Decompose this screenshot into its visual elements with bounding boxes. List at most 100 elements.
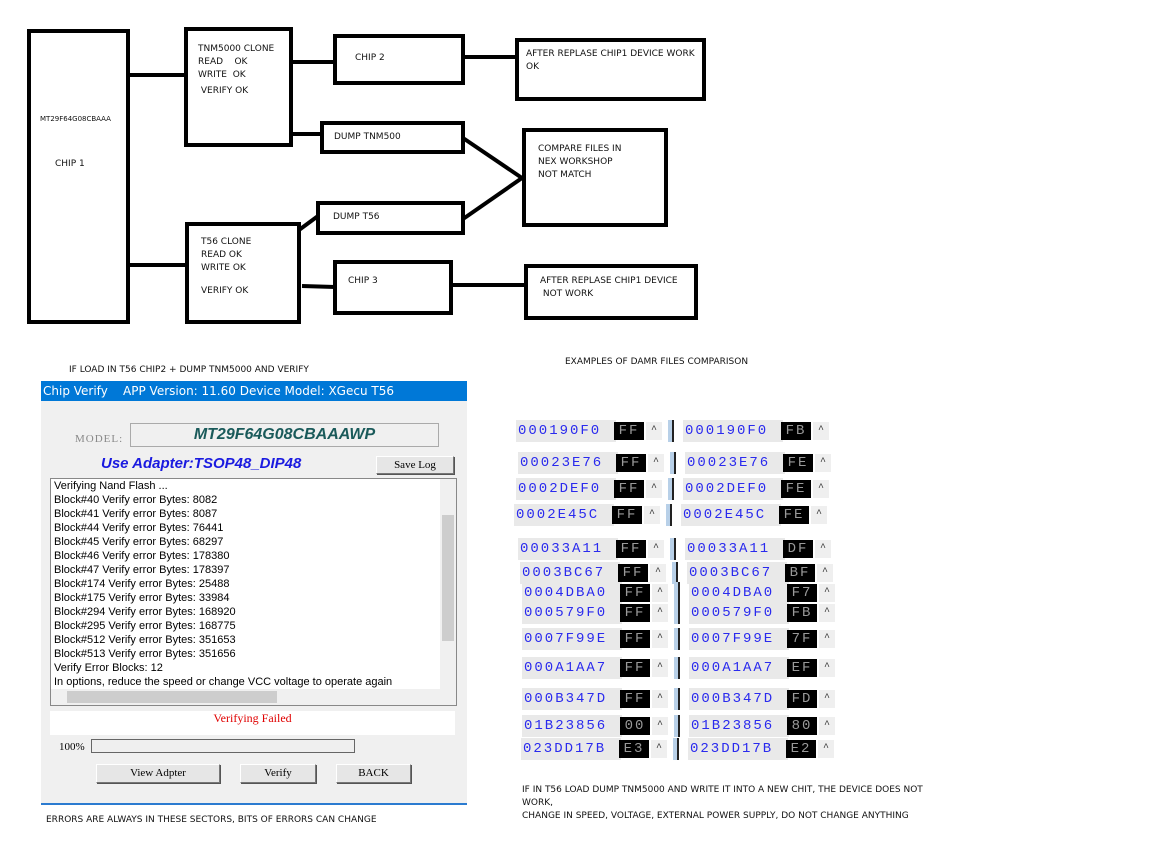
chevron-up-icon[interactable]: ^ — [648, 454, 664, 472]
chevron-up-icon[interactable]: ^ — [818, 740, 834, 758]
chip-verify-window: Chip Verify APP Version: 11.60 Device Mo… — [41, 381, 467, 805]
log-textarea[interactable]: Verifying Nand Flash ... Block#40 Verify … — [50, 478, 457, 706]
hex-value: FB — [787, 604, 817, 622]
bottom-note-1: IF IN T56 LOAD DUMP TNM5000 AND WRITE IT… — [522, 785, 923, 795]
hex-address: 000A1AA7 — [522, 657, 622, 679]
chevron-up-icon[interactable]: ^ — [652, 584, 668, 602]
hex-address: 0004DBA0 — [522, 582, 622, 604]
chevron-up-icon[interactable]: ^ — [819, 690, 835, 708]
hex-address: 01B23856 — [689, 715, 789, 737]
hex-address: 000579F0 — [689, 602, 789, 624]
log-line: Block#174 Verify error Bytes: 25488 — [54, 578, 230, 590]
save-log-button[interactable]: Save Log — [376, 456, 454, 474]
log-line: Block#46 Verify error Bytes: 178380 — [54, 550, 230, 562]
log-line: Verify Error Blocks: 12 — [54, 662, 163, 674]
chevron-up-icon[interactable]: ^ — [813, 480, 829, 498]
chevron-up-icon[interactable]: ^ — [646, 422, 662, 440]
hex-value: FF — [616, 540, 646, 558]
scroll-thumb[interactable] — [67, 691, 277, 703]
progress-percent: 100% — [59, 741, 85, 753]
hex-value: 00 — [620, 717, 650, 735]
pane-divider — [670, 538, 676, 560]
connector — [301, 284, 336, 289]
log-line: Block#41 Verify error Bytes: 8087 — [54, 508, 218, 520]
log-lines: Verifying Nand Flash ... Block#40 Verify … — [51, 479, 456, 689]
hex-address: 01B23856 — [522, 715, 622, 737]
scroll-thumb[interactable] — [442, 515, 454, 641]
view-adapter-button[interactable]: View Adpter — [96, 764, 220, 783]
log-line: In options, reduce the speed or change V… — [54, 676, 393, 688]
hex-value: BF — [785, 564, 815, 582]
hex-value: FF — [620, 604, 650, 622]
vertical-scrollbar[interactable] — [440, 479, 456, 689]
hex-value: 7F — [787, 630, 817, 648]
dump-tnm-box: DUMP TNM500 — [320, 121, 465, 154]
chevron-up-icon[interactable]: ^ — [652, 604, 668, 622]
hex-address: 000579F0 — [522, 602, 622, 624]
chip1-label: CHIP 1 — [55, 159, 85, 169]
chevron-up-icon[interactable]: ^ — [652, 630, 668, 648]
pane-divider — [666, 504, 672, 526]
log-line: Block#45 Verify error Bytes: 68297 — [54, 536, 224, 548]
hex-value: FE — [779, 506, 809, 524]
pane-divider — [674, 582, 680, 604]
chevron-up-icon[interactable]: ^ — [644, 506, 660, 524]
log-line: Block#175 Verify error Bytes: 33984 — [54, 592, 230, 604]
compare-box: COMPARE FILES IN NEX WORKSHOP NOT MATCH — [522, 128, 668, 227]
hex-value: FF — [620, 690, 650, 708]
chevron-up-icon[interactable]: ^ — [819, 584, 835, 602]
chevron-up-icon[interactable]: ^ — [652, 717, 668, 735]
horizontal-scrollbar[interactable] — [51, 689, 456, 705]
hex-address: 0003BC67 — [687, 562, 787, 584]
chevron-up-icon[interactable]: ^ — [815, 454, 831, 472]
chevron-up-icon[interactable]: ^ — [811, 506, 827, 524]
chevron-up-icon[interactable]: ^ — [652, 659, 668, 677]
hex-value: E2 — [786, 740, 816, 758]
hex-value: FE — [781, 480, 811, 498]
hex-address: 0007F99E — [689, 628, 789, 650]
chevron-up-icon[interactable]: ^ — [813, 422, 829, 440]
chevron-up-icon[interactable]: ^ — [815, 540, 831, 558]
verify-button[interactable]: Verify — [240, 764, 316, 783]
log-line: Block#47 Verify error Bytes: 178397 — [54, 564, 230, 576]
chevron-up-icon[interactable]: ^ — [819, 630, 835, 648]
compare-text: COMPARE FILES IN NEX WORKSHOP NOT MATCH — [538, 144, 622, 180]
pane-divider — [673, 738, 679, 760]
hex-value: FF — [614, 480, 644, 498]
hex-value: FE — [783, 454, 813, 472]
hex-address: 000A1AA7 — [689, 657, 789, 679]
window-title: Chip Verify APP Version: 11.60 Device Mo… — [41, 381, 467, 401]
hex-address: 000190F0 — [516, 420, 616, 442]
pane-divider — [674, 628, 680, 650]
errors-note: ERRORS ARE ALWAYS IN THESE SECTORS, BITS… — [46, 815, 377, 825]
verify-note: IF LOAD IN T56 CHIP2 + DUMP TNM5000 AND … — [69, 365, 309, 375]
dump-t56-box: DUMP T56 — [316, 201, 465, 235]
hex-address: 00023E76 — [685, 452, 785, 474]
hex-value: FF — [616, 454, 646, 472]
tnm-clone-box: TNM5000 CLONE READ OK WRITE OK VERIFY OK — [184, 27, 293, 147]
tnm-clone-text: TNM5000 CLONE READ OK WRITE OK VERIFY OK — [198, 44, 275, 96]
chevron-up-icon[interactable]: ^ — [652, 690, 668, 708]
hex-address: 00033A11 — [518, 538, 618, 560]
connector — [461, 136, 524, 180]
chevron-up-icon[interactable]: ^ — [646, 480, 662, 498]
chevron-up-icon[interactable]: ^ — [819, 604, 835, 622]
adapter-label: Use Adapter:TSOP48_DIP48 — [101, 455, 302, 472]
hex-address: 000190F0 — [683, 420, 783, 442]
hex-address: 023DD17B — [521, 738, 621, 760]
diagram-connectors — [129, 55, 527, 289]
result-ok-box: AFTER REPLASE CHIP1 DEVICE WORK OK — [515, 38, 706, 101]
chevron-up-icon[interactable]: ^ — [817, 564, 833, 582]
hex-value: E3 — [619, 740, 649, 758]
log-line: Block#512 Verify error Bytes: 351653 — [54, 634, 236, 646]
hex-address: 000B347D — [689, 688, 789, 710]
chevron-up-icon[interactable]: ^ — [819, 659, 835, 677]
chevron-up-icon[interactable]: ^ — [651, 740, 667, 758]
hex-value: FF — [614, 422, 644, 440]
t56-clone-text: T56 CLONE READ OK WRITE OK VERIFY OK — [201, 237, 252, 296]
back-button[interactable]: BACK — [336, 764, 411, 783]
chevron-up-icon[interactable]: ^ — [650, 564, 666, 582]
t56-clone-box: T56 CLONE READ OK WRITE OK VERIFY OK — [185, 222, 301, 324]
chevron-up-icon[interactable]: ^ — [819, 717, 835, 735]
chevron-up-icon[interactable]: ^ — [648, 540, 664, 558]
